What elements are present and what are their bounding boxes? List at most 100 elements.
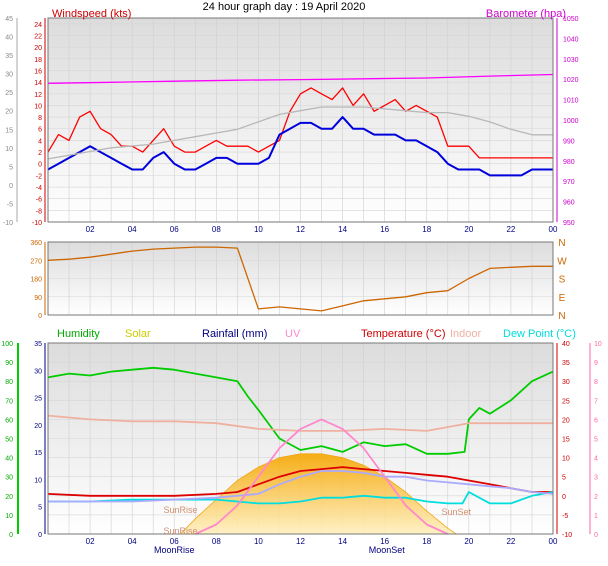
uv-tick-label: 6 — [594, 417, 598, 424]
direction-frame — [47, 241, 554, 316]
hour-tick-label: 12 — [296, 537, 305, 546]
rain-tick-label: 20 — [34, 423, 42, 430]
rain-tick-label: 25 — [34, 396, 42, 403]
wind-tick-label: 2 — [38, 150, 42, 157]
direction-tick-label: 360 — [30, 240, 42, 247]
uv-tick-label: 2 — [594, 494, 598, 501]
compass-label: S — [559, 275, 566, 286]
wind-tick-label: 18 — [34, 57, 42, 64]
wind-tick-label: 22 — [34, 33, 42, 40]
temp-tick-label: 0 — [562, 494, 566, 501]
compass-label: N — [558, 238, 565, 249]
temp-tick-label: -5 — [562, 513, 568, 520]
baro-tick-label: 1030 — [563, 57, 579, 64]
indoor-series-line — [47, 414, 553, 432]
legend-entry: Dew Point (°C) — [503, 328, 576, 340]
event-annotation: MoonSet — [369, 545, 406, 555]
hour-tick-label: 12 — [296, 225, 305, 234]
hour-tick-label: 20 — [464, 537, 473, 546]
wind-tick-label: 14 — [34, 80, 42, 87]
hour-tick-label: 00 — [549, 225, 558, 234]
compass-label: E — [559, 293, 566, 304]
baro-tick-label: 950 — [563, 220, 575, 227]
wind-tick-label: 24 — [34, 22, 42, 29]
chart-title: 24 hour graph day : 19 April 2020 — [203, 1, 366, 13]
hour-tick-label: 20 — [464, 225, 473, 234]
baro-tick-label: 1020 — [563, 77, 579, 84]
baro-tick-label: 1040 — [563, 36, 579, 43]
temp-tick-label: -10 — [562, 532, 572, 539]
baro-tick-label: 960 — [563, 200, 575, 207]
hour-tick-label: 10 — [254, 537, 263, 546]
hour-tick-label: 14 — [338, 537, 347, 546]
wind-tick-label: 20 — [34, 45, 42, 52]
legend-entry: Indoor — [450, 328, 482, 340]
legend-entry: Humidity — [57, 328, 100, 340]
humidity-tick-label: 30 — [5, 475, 13, 482]
temp-tick-label: 20 — [562, 417, 570, 424]
hour-tick-label: 00 — [549, 537, 558, 546]
wind-tick-label: -8 — [36, 208, 42, 215]
uv-tick-label: 1 — [594, 513, 598, 520]
baro-tick-label: 1050 — [563, 16, 579, 23]
compass-label: W — [557, 256, 567, 267]
direction-tick-label: 90 — [34, 295, 42, 302]
hour-tick-label: 08 — [212, 537, 221, 546]
outer-tick-label: 5 — [9, 164, 13, 171]
outer-tick-label: 35 — [5, 53, 13, 60]
legend-entry: UV — [285, 328, 301, 340]
barometer-series-line — [47, 73, 554, 84]
rain-tick-label: 10 — [34, 477, 42, 484]
legend-entry: Temperature (°C) — [361, 328, 445, 340]
hour-tick-label: 10 — [254, 225, 263, 234]
outer-tick-label: 15 — [5, 127, 13, 134]
temp-tick-label: 10 — [562, 456, 570, 463]
temperature-frame — [47, 342, 554, 535]
baro-tick-label: 990 — [563, 138, 575, 145]
apparent-series-line — [48, 470, 554, 503]
rain-tick-label: 0 — [38, 532, 42, 539]
humidity-tick-label: 40 — [5, 456, 13, 463]
baro-tick-label: 1000 — [563, 118, 579, 125]
event-annotation: MoonRise — [154, 545, 195, 555]
solar-area-fill — [179, 453, 458, 535]
rain-tick-label: 5 — [38, 505, 42, 512]
event-annotation: SunSet — [441, 507, 471, 517]
hour-tick-label: 22 — [506, 225, 515, 234]
outer-tick-label: 45 — [5, 16, 13, 23]
hour-tick-label: 04 — [128, 225, 137, 234]
average-series-line — [47, 116, 553, 177]
humidity-tick-label: 80 — [5, 379, 13, 386]
wind-tick-label: 8 — [38, 115, 42, 122]
temp-tick-label: 30 — [562, 379, 570, 386]
wind-tick-label: 6 — [38, 127, 42, 134]
temp-tick-label: 40 — [562, 341, 570, 348]
hour-tick-label: 06 — [170, 537, 179, 546]
legend-entry: Rainfall (mm) — [202, 328, 267, 340]
uv-tick-label: 7 — [594, 398, 598, 405]
wind-tick-label: -6 — [36, 197, 42, 204]
outer-tick-label: 0 — [9, 183, 13, 190]
uv-tick-label: 10 — [594, 341, 602, 348]
humidity-tick-label: 60 — [5, 417, 13, 424]
wind-tick-label: -10 — [32, 220, 42, 227]
direction-tick-label: 180 — [30, 277, 42, 284]
uv-tick-label: 5 — [594, 437, 598, 444]
hour-tick-label: 08 — [212, 225, 221, 234]
legend-entry: Solar — [125, 328, 151, 340]
wind-tick-label: -2 — [36, 173, 42, 180]
rain-tick-label: 30 — [34, 368, 42, 375]
hour-tick-label: 06 — [170, 225, 179, 234]
humidity-tick-label: 90 — [5, 360, 13, 367]
axes — [16, 17, 591, 535]
compass-label: N — [558, 311, 565, 322]
humidity-tick-label: 70 — [5, 398, 13, 405]
outer-tick-label: 40 — [5, 35, 13, 42]
outer-tick-label: 25 — [5, 90, 13, 97]
uv-tick-label: 3 — [594, 475, 598, 482]
humidity-tick-label: 20 — [5, 494, 13, 501]
direction-tick-label: 270 — [30, 258, 42, 265]
